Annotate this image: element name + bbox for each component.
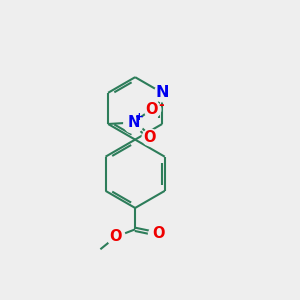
Text: O: O: [152, 226, 164, 241]
Text: +: +: [135, 112, 144, 122]
Text: O: O: [146, 102, 158, 117]
Text: O: O: [143, 130, 156, 145]
Text: -: -: [158, 98, 164, 112]
Text: O: O: [110, 229, 122, 244]
Text: N: N: [155, 85, 169, 100]
Text: N: N: [127, 115, 140, 130]
